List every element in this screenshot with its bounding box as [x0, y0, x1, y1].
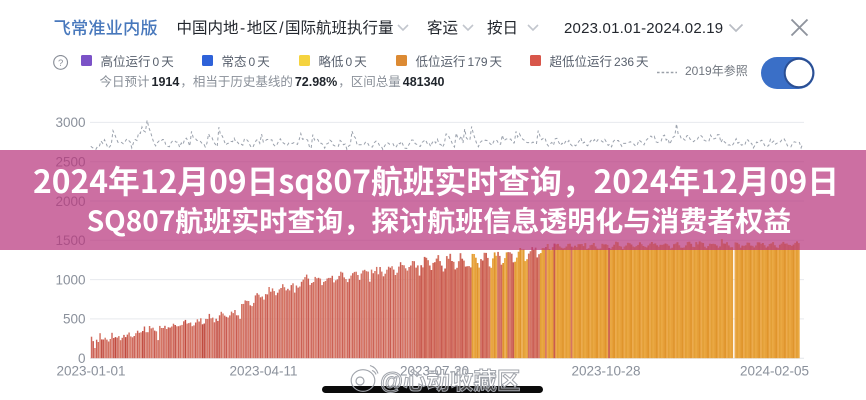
svg-text:3000: 3000	[55, 115, 85, 130]
svg-text:?: ?	[58, 58, 63, 69]
svg-text:500: 500	[63, 312, 86, 327]
svg-text:1000: 1000	[55, 272, 85, 287]
svg-text:@心动收藏区: @心动收藏区	[380, 362, 520, 396]
svg-text:0: 0	[78, 351, 86, 366]
svg-text:2023-01-01: 2023-01-01	[56, 364, 125, 379]
svg-text:2023-04-11: 2023-04-11	[229, 364, 297, 379]
svg-text:2024-02-05: 2024-02-05	[740, 364, 809, 379]
svg-text:2023-07-20: 2023-07-20	[400, 364, 469, 379]
svg-text:2023-10-28: 2023-10-28	[571, 364, 640, 379]
